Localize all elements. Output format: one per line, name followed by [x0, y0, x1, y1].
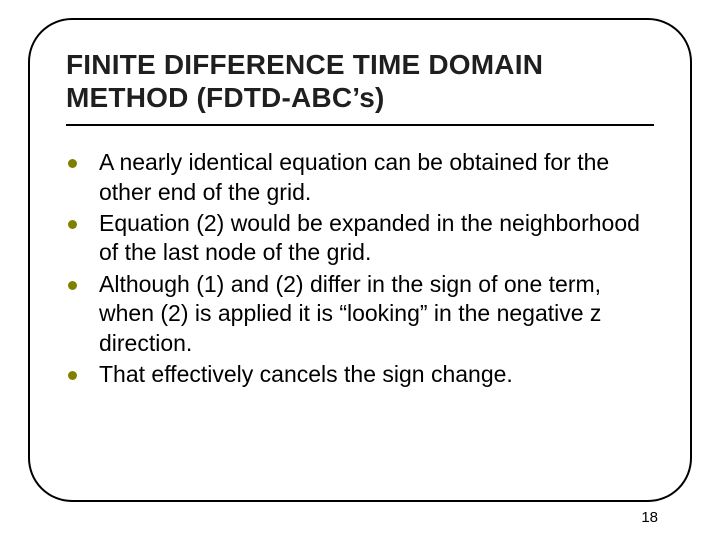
bullet-text: A nearly identical equation can be obtai…: [99, 148, 654, 207]
list-item: A nearly identical equation can be obtai…: [66, 148, 654, 207]
bullet-text: Although (1) and (2) differ in the sign …: [99, 270, 654, 358]
bullet-text: That effectively cancels the sign change…: [99, 360, 513, 389]
bullet-icon: [68, 371, 77, 380]
bullet-icon: [68, 281, 77, 290]
slide-title: FINITE DIFFERENCE TIME DOMAIN METHOD (FD…: [66, 48, 654, 114]
list-item: That effectively cancels the sign change…: [66, 360, 654, 389]
bullet-list: A nearly identical equation can be obtai…: [66, 148, 654, 390]
bullet-icon: [68, 220, 77, 229]
bullet-text: Equation (2) would be expanded in the ne…: [99, 209, 654, 268]
bullet-icon: [68, 159, 77, 168]
list-item: Equation (2) would be expanded in the ne…: [66, 209, 654, 268]
page-number: 18: [641, 509, 658, 526]
slide-frame: FINITE DIFFERENCE TIME DOMAIN METHOD (FD…: [28, 18, 692, 502]
slide: FINITE DIFFERENCE TIME DOMAIN METHOD (FD…: [0, 0, 720, 540]
list-item: Although (1) and (2) differ in the sign …: [66, 270, 654, 358]
title-divider: [66, 124, 654, 126]
